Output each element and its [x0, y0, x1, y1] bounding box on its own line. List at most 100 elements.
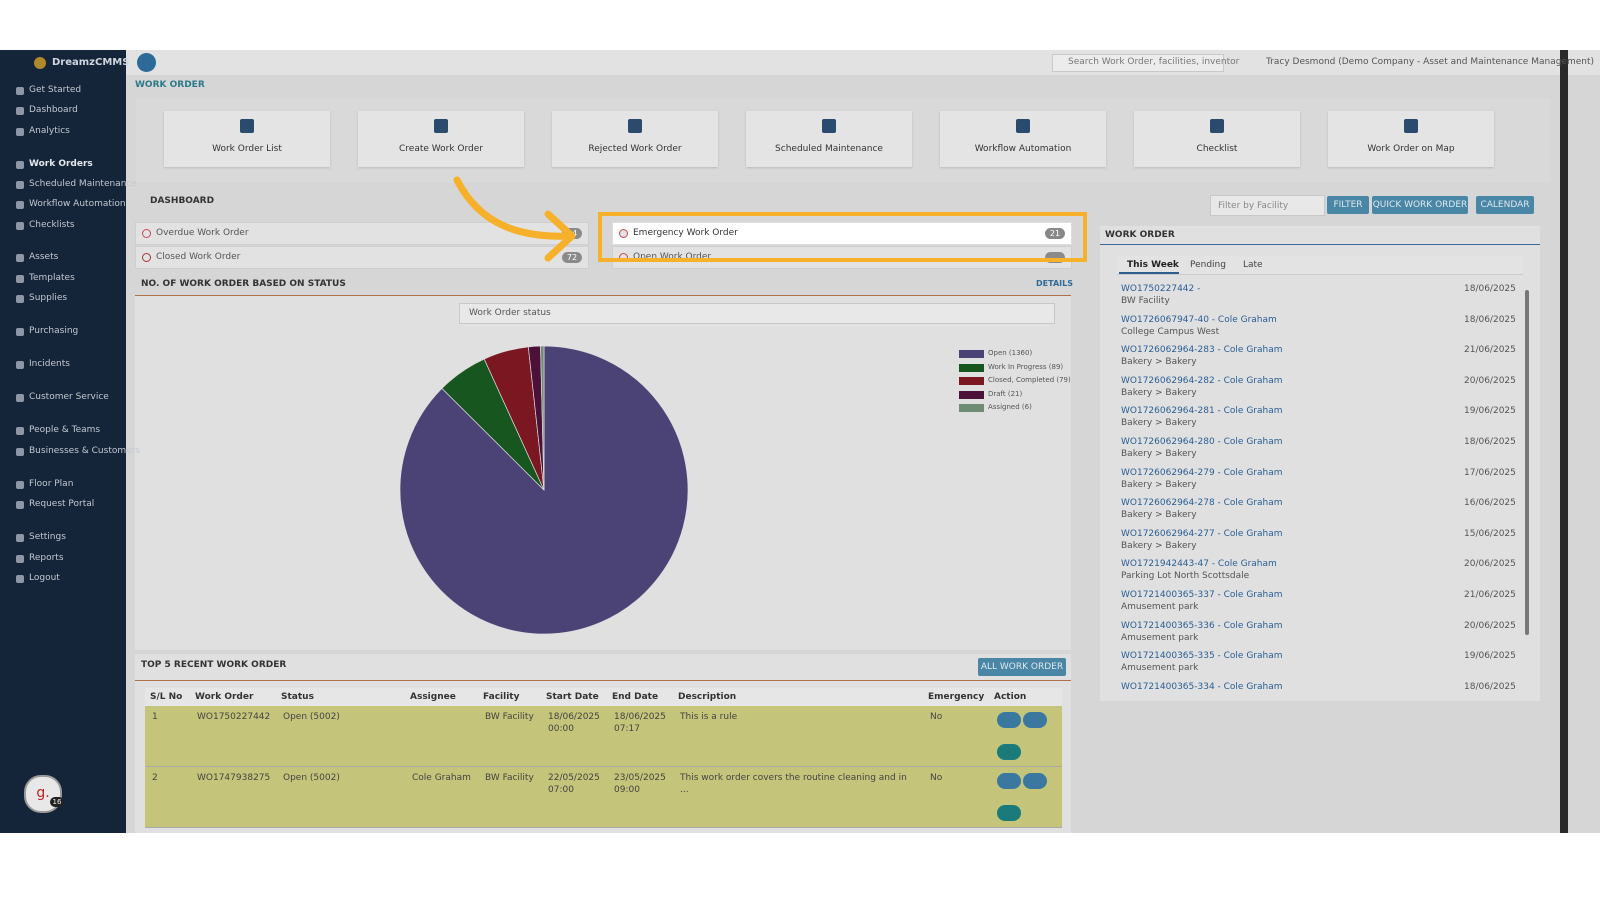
action-button[interactable]	[1023, 773, 1047, 789]
sidebar-item[interactable]: Work Orders	[29, 159, 93, 169]
work-order-link[interactable]: WO1721942443-47 - Cole Graham	[1121, 559, 1277, 570]
recent-rule	[135, 680, 1071, 681]
tile[interactable]: Create Work Order	[358, 111, 524, 167]
work-order-date: 21/06/2025	[1464, 590, 1516, 600]
column-header: Assignee	[410, 692, 456, 702]
status-select[interactable]	[459, 303, 1055, 324]
details-link[interactable]: DETAILS	[1036, 279, 1073, 288]
tab[interactable]: Late	[1243, 260, 1263, 270]
counter-icon	[142, 253, 151, 262]
sidebar-item[interactable]: Customer Service	[29, 392, 109, 402]
work-order-link[interactable]: WO1726062964-277 - Cole Graham	[1121, 528, 1283, 539]
sidebar-item[interactable]: Floor Plan	[29, 479, 74, 489]
work-order-date: 20/06/2025	[1464, 375, 1516, 386]
work-order-link[interactable]: WO1726062964-283 - Cole Graham	[1121, 345, 1283, 356]
sidebar-item[interactable]: Dashboard	[29, 105, 78, 115]
search-box[interactable]	[1052, 54, 1224, 72]
panel-rule	[1100, 244, 1540, 245]
counter[interactable]: Overdue Work Order 94	[135, 222, 589, 245]
chart-rule	[135, 295, 1071, 296]
sidebar-item[interactable]: Businesses & Customers	[29, 446, 141, 456]
tile-icon	[1210, 119, 1224, 133]
brand: DreamzCMMS	[52, 57, 130, 68]
tile-label: Work Order List	[212, 144, 282, 154]
column-header: End Date	[612, 692, 659, 702]
work-order-date: 16/06/2025	[1464, 498, 1516, 509]
counter[interactable]: Emergency Work Order 21	[612, 222, 1072, 245]
tab[interactable]: Pending	[1190, 260, 1226, 270]
tile[interactable]: Rejected Work Order	[552, 111, 718, 167]
sidebar-item[interactable]: People & Teams	[29, 425, 101, 435]
sidebar-icon	[16, 275, 24, 283]
all-button[interactable]: ALL WORK ORDER	[978, 658, 1066, 676]
column-header: Status	[281, 692, 314, 702]
work-order-location: Amusement park	[1121, 632, 1199, 643]
work-order-link[interactable]: WO1721400365-334 - Cole Graham	[1121, 681, 1283, 692]
top-bar	[126, 50, 1600, 75]
button[interactable]: CALENDAR	[1476, 196, 1534, 214]
sidebar-item[interactable]: Analytics	[29, 126, 70, 136]
sidebar-item[interactable]: Get Started	[29, 85, 82, 95]
sidebar-item[interactable]: Templates	[29, 273, 75, 283]
work-order-date: 20/06/2025	[1464, 559, 1516, 570]
sidebar-item[interactable]: Reports	[29, 553, 64, 563]
sidebar-icon	[16, 534, 24, 542]
action-button[interactable]	[1023, 712, 1047, 728]
tile[interactable]: Checklist	[1134, 111, 1300, 167]
tile-label: Scheduled Maintenance	[775, 144, 883, 154]
work-order-link[interactable]: WO1726062964-279 - Cole Graham	[1121, 467, 1283, 478]
tile[interactable]: Scheduled Maintenance	[746, 111, 912, 167]
sidebar-icon	[16, 555, 24, 563]
tile-icon	[822, 119, 836, 133]
tab-active	[1119, 272, 1179, 274]
sidebar-icon	[16, 295, 24, 303]
panel-card	[1100, 226, 1540, 701]
work-order-date: 18/06/2025	[1464, 284, 1516, 294]
work-order-link[interactable]: WO1726067947-40 - Cole Graham	[1121, 314, 1277, 325]
cell: 2	[152, 773, 158, 783]
sidebar-item[interactable]: Settings	[29, 532, 66, 542]
scrollbar	[1560, 50, 1568, 833]
action-button[interactable]	[997, 805, 1021, 821]
sidebar-item[interactable]: Assets	[29, 252, 59, 262]
button[interactable]: FILTER	[1327, 196, 1369, 214]
work-order-link[interactable]: WO1721400365-336 - Cole Graham	[1121, 620, 1283, 631]
sidebar-item[interactable]: Purchasing	[29, 326, 79, 336]
sidebar-item[interactable]: Logout	[29, 573, 60, 583]
work-order-link[interactable]: WO1726062964-280 - Cole Graham	[1121, 437, 1283, 447]
work-order-link[interactable]: WO1726062964-281 - Cole Graham	[1121, 406, 1283, 417]
sidebar-item[interactable]: Request Portal	[29, 499, 95, 509]
action-button[interactable]	[997, 773, 1021, 789]
sidebar-icon	[16, 128, 24, 136]
counter[interactable]: Closed Work Order 72	[135, 246, 589, 269]
legend-swatch	[959, 377, 984, 385]
work-order-link[interactable]: WO1726062964-282 - Cole Graham	[1121, 375, 1283, 386]
sidebar-item[interactable]: Workflow Automation	[29, 199, 126, 209]
tile[interactable]: Workflow Automation	[940, 111, 1106, 167]
counter[interactable]: Open Work Order	[612, 246, 1072, 269]
filter-placeholder: Filter by Facility	[1218, 201, 1289, 211]
counter-badge: 94	[562, 228, 582, 239]
action-button[interactable]	[997, 712, 1021, 728]
work-order-link[interactable]: WO1721400365-335 - Cole Graham	[1121, 651, 1283, 662]
work-order-link[interactable]: WO1750227442 -	[1121, 284, 1201, 294]
tile[interactable]: Work Order on Map	[1328, 111, 1494, 167]
work-order-location: Bakery > Bakery	[1121, 540, 1197, 551]
counter-label: Open Work Order	[633, 252, 712, 262]
tab[interactable]: This Week	[1127, 260, 1179, 270]
sidebar-item[interactable]: Supplies	[29, 293, 68, 303]
column-header: Description	[678, 692, 737, 702]
legend-label: Draft (21)	[988, 389, 1023, 398]
action-button[interactable]	[997, 744, 1021, 760]
tile[interactable]: Work Order List	[164, 111, 330, 167]
work-order-link[interactable]: WO1721400365-337 - Cole Graham	[1121, 590, 1283, 600]
cell: Open (5002)	[283, 712, 340, 722]
menu-button[interactable]	[137, 53, 156, 72]
sidebar-item[interactable]: Checklists	[29, 220, 75, 230]
sidebar-item[interactable]: Incidents	[29, 359, 70, 369]
button[interactable]: QUICK WORK ORDER	[1372, 196, 1468, 214]
work-order-link[interactable]: WO1726062964-278 - Cole Graham	[1121, 498, 1283, 509]
sidebar-item[interactable]: Scheduled Maintenance	[29, 179, 137, 189]
filter-box[interactable]	[1210, 195, 1325, 216]
